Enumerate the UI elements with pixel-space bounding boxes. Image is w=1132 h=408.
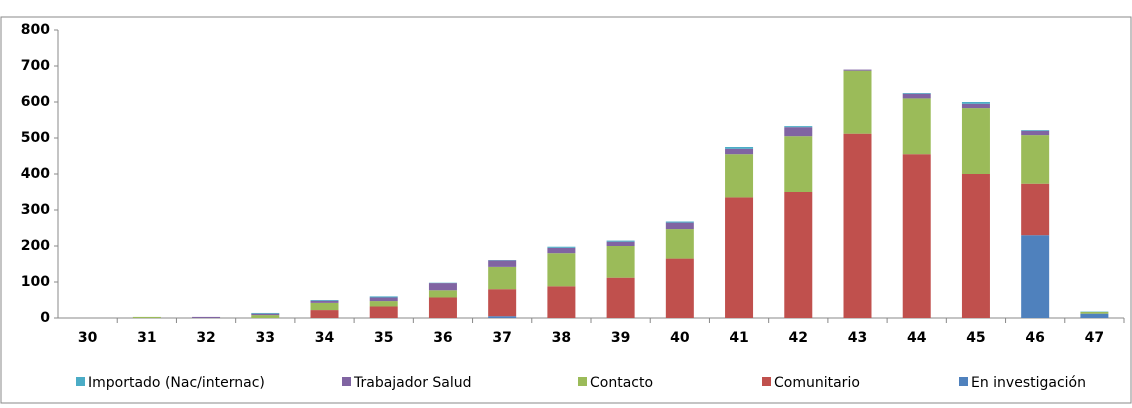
bar-segment xyxy=(370,296,398,297)
y-tick-label: 600 xyxy=(21,94,50,110)
bar-segment xyxy=(784,192,812,318)
bar-segment xyxy=(903,93,931,94)
bar-segment xyxy=(903,154,931,318)
bar-segment xyxy=(547,247,575,248)
bar-segment xyxy=(488,289,516,316)
bar-segment xyxy=(1080,314,1108,318)
bar-segment xyxy=(844,134,872,318)
bar-segment xyxy=(725,149,753,154)
bar-segment xyxy=(962,108,990,174)
bar-segment xyxy=(251,313,279,314)
bar-segment xyxy=(903,94,931,99)
y-tick-label: 500 xyxy=(21,130,50,146)
bar-segment xyxy=(607,246,635,278)
y-tick-label: 800 xyxy=(21,22,50,38)
bar-segment xyxy=(1021,131,1049,135)
bar-segment xyxy=(311,303,339,310)
y-tick-label: 200 xyxy=(21,238,50,254)
bar-segment xyxy=(607,242,635,246)
bar-segment xyxy=(725,147,753,149)
x-tick-label: 32 xyxy=(196,330,215,346)
legend-label: Comunitario xyxy=(774,375,860,391)
bar-segment xyxy=(666,259,694,318)
legend-swatch xyxy=(342,377,351,386)
x-tick-label: 31 xyxy=(137,330,156,346)
x-tick-label: 42 xyxy=(789,330,808,346)
bar-segment xyxy=(488,260,516,266)
bar-segment xyxy=(429,283,457,290)
legend-swatch xyxy=(959,377,968,386)
bar-segment xyxy=(1021,130,1049,131)
bar-segment xyxy=(725,197,753,318)
x-tick-label: 41 xyxy=(729,330,748,346)
legend-swatch xyxy=(762,377,771,386)
bar-segment xyxy=(547,286,575,318)
x-tick-label: 36 xyxy=(433,330,452,346)
x-tick-label: 44 xyxy=(907,330,927,346)
legend-label: Importado (Nac/internac) xyxy=(88,375,265,391)
x-tick-label: 39 xyxy=(611,330,630,346)
x-tick-label: 46 xyxy=(1025,330,1044,346)
bar-segment xyxy=(1021,235,1049,318)
bar-segment xyxy=(962,174,990,318)
bar-segment xyxy=(251,315,279,318)
bar-segment xyxy=(370,306,398,318)
bar-segment xyxy=(547,253,575,286)
bar-segment xyxy=(311,301,339,303)
bar-segment xyxy=(429,290,457,297)
legend-swatch xyxy=(578,377,587,386)
bar-segment xyxy=(251,314,279,315)
bar-segment xyxy=(784,127,812,136)
bar-segment xyxy=(311,300,339,301)
y-tick-label: 700 xyxy=(21,58,50,74)
y-tick-label: 400 xyxy=(21,166,50,182)
bar-segment xyxy=(962,104,990,108)
x-tick-label: 30 xyxy=(78,330,98,346)
bar-segment xyxy=(962,102,990,104)
bar-segment xyxy=(607,278,635,318)
bar-segment xyxy=(1080,312,1108,314)
bar-segment xyxy=(903,98,931,154)
bar-segment xyxy=(547,248,575,253)
x-tick-label: 43 xyxy=(848,330,867,346)
bar-segment xyxy=(666,223,694,229)
bar-segment xyxy=(192,317,220,318)
bar-segment xyxy=(133,317,161,318)
y-tick-label: 100 xyxy=(21,274,50,290)
bar-segment xyxy=(311,310,339,318)
bar-segment xyxy=(429,297,457,318)
legend-label: Trabajador Salud xyxy=(353,375,472,391)
y-tick-label: 300 xyxy=(21,202,50,218)
x-tick-label: 47 xyxy=(1085,330,1104,346)
bar-segment xyxy=(844,70,872,71)
legend-label: En investigación xyxy=(971,375,1086,391)
x-tick-label: 40 xyxy=(670,330,690,346)
bar-segment xyxy=(784,136,812,192)
x-tick-label: 37 xyxy=(492,330,511,346)
x-tick-label: 45 xyxy=(966,330,985,346)
bar-segment xyxy=(607,241,635,242)
bar-segment xyxy=(666,222,694,223)
bar-segment xyxy=(1021,135,1049,184)
bar-segment xyxy=(725,154,753,197)
bar-segment xyxy=(666,229,694,259)
legend-label: Contacto xyxy=(590,375,653,391)
x-tick-label: 35 xyxy=(374,330,393,346)
y-tick-label: 0 xyxy=(40,310,50,326)
bar-segment xyxy=(488,267,516,289)
bar-segment xyxy=(370,301,398,306)
bar-segment xyxy=(844,71,872,134)
bar-segment xyxy=(370,297,398,301)
x-tick-label: 38 xyxy=(552,330,571,346)
x-tick-label: 33 xyxy=(256,330,275,346)
bar-segment xyxy=(784,126,812,127)
bar-segment xyxy=(488,316,516,318)
bar-segment xyxy=(1021,184,1049,235)
legend-swatch xyxy=(76,377,85,386)
x-tick-label: 34 xyxy=(315,330,335,346)
